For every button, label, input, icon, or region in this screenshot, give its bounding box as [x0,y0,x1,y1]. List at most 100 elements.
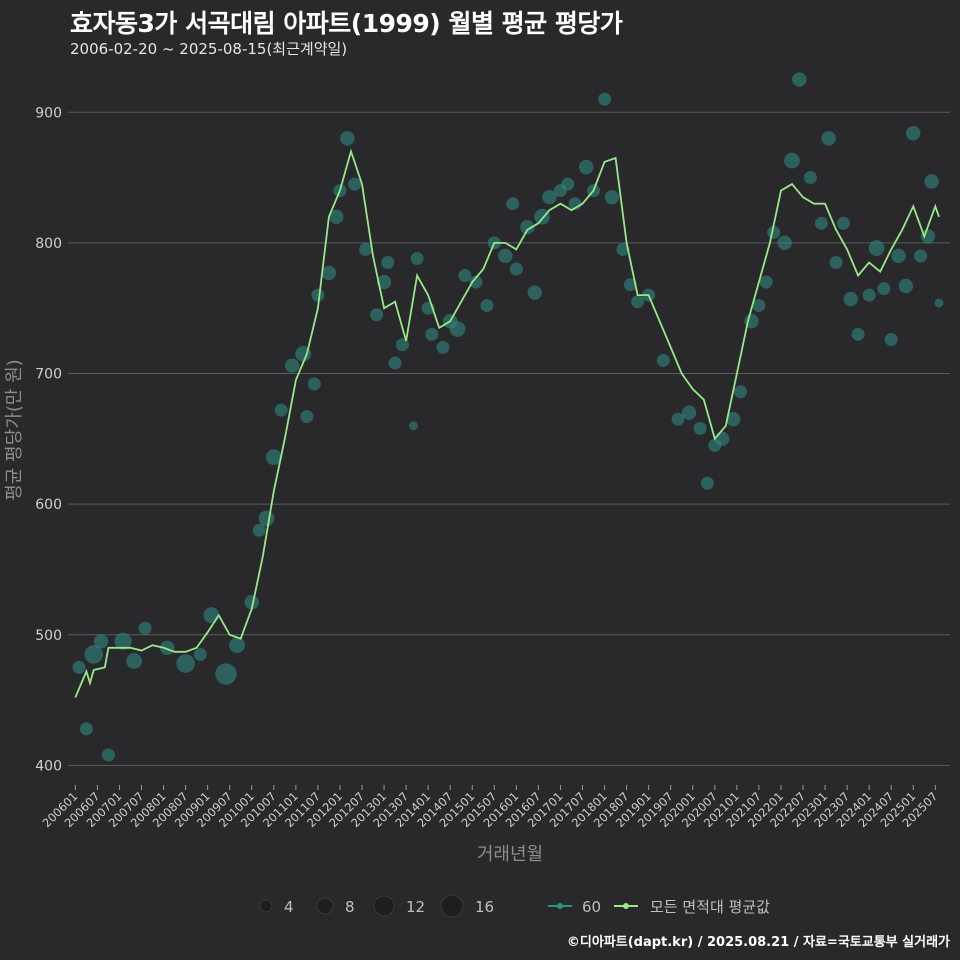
y-tick-label: 700 [35,367,62,383]
legend-series-dot [557,903,563,909]
data-point [821,131,836,146]
data-point [340,131,355,146]
data-point [410,252,424,266]
data-point [436,340,450,354]
data-point [767,225,781,239]
y-tick-label: 900 [35,105,62,121]
data-point [265,449,282,466]
x-axis-label: 거래년월 [477,844,543,865]
data-point [176,654,195,673]
data-point [388,356,402,370]
data-point [898,278,914,294]
data-point [84,645,104,664]
data-point [884,333,898,347]
data-point [891,248,906,264]
data-point [395,338,409,352]
data-point [370,308,384,322]
data-point [843,291,858,307]
y-axis-label: 평균 평당가(만 원) [4,359,25,500]
y-tick-label: 500 [35,628,62,644]
data-point [258,510,275,527]
chart-title: 효자동3가 서곡대림 아파트(1999) 월별 평균 평당가 [70,9,623,38]
data-point [561,177,575,191]
data-point [656,353,670,367]
data-point [784,152,800,169]
data-point [126,653,143,669]
data-point [376,274,392,290]
data-point [803,171,817,185]
data-point [101,748,115,762]
legend-series-label: 60 [582,898,601,916]
legend-size-circle [373,895,395,917]
data-point [498,248,513,264]
legend-size-circle [316,897,334,915]
data-point [449,321,466,337]
data-point [681,405,697,420]
chart-subtitle: 2006-02-20 ~ 2025-08-15(최근계약일) [70,40,348,58]
data-point [284,358,300,373]
data-point [520,220,535,235]
data-point [877,282,891,296]
data-point [598,92,612,106]
data-point [924,174,939,189]
legend: 4 8 12 16 60 모든 면적대 평균값 [259,894,770,918]
data-point [814,216,828,230]
data-point [160,640,175,656]
legend-size-circle [440,894,464,918]
data-point [114,632,132,650]
average-line-path [74,148,940,698]
scatter-points [72,72,944,762]
data-point [409,421,418,431]
legend-line-label: 모든 면적대 평균값 [650,898,770,916]
y-tick-label: 400 [35,758,62,774]
data-point [527,285,542,300]
data-point [836,216,850,230]
data-point [359,242,373,256]
legend-size-label: 4 [284,898,294,916]
data-point [906,125,921,141]
data-point [193,647,207,661]
data-point [693,421,707,435]
data-point [631,295,645,309]
data-point [203,607,220,624]
data-point [93,634,109,649]
data-point [604,189,620,205]
data-point [920,229,936,244]
data-point [752,299,766,313]
data-point [851,327,865,341]
data-point [79,722,93,736]
legend-size-label: 16 [475,898,494,916]
data-point [623,278,637,292]
grid-lines [68,111,950,766]
data-point [72,660,86,674]
data-point [509,262,523,276]
data-point [252,523,266,537]
data-point [274,403,288,417]
data-point [506,197,520,211]
data-point [229,637,245,654]
legend-size-label: 8 [345,898,355,916]
y-axis-ticks: 400 500 600 700 800 900 [35,105,62,774]
data-point [777,235,792,251]
data-point [307,377,321,391]
footer-credit: ©디아파트(dapt.kr) / 2025.08.21 / 자료=국토교통부 실… [566,935,950,950]
legend-size-circle [259,899,273,913]
data-point [311,288,325,302]
data-point [458,269,472,283]
y-tick-label: 600 [35,497,62,513]
data-point [321,265,337,281]
data-point [348,177,362,191]
data-point [934,298,944,308]
data-point [425,327,439,341]
data-point [714,431,730,447]
y-tick-label: 800 [35,236,62,252]
data-point [578,159,594,175]
data-point [616,242,630,256]
data-point [215,663,237,685]
data-point [868,240,885,257]
data-point [725,412,741,427]
data-point [534,208,550,225]
data-point [700,476,714,490]
average-line [74,148,940,698]
